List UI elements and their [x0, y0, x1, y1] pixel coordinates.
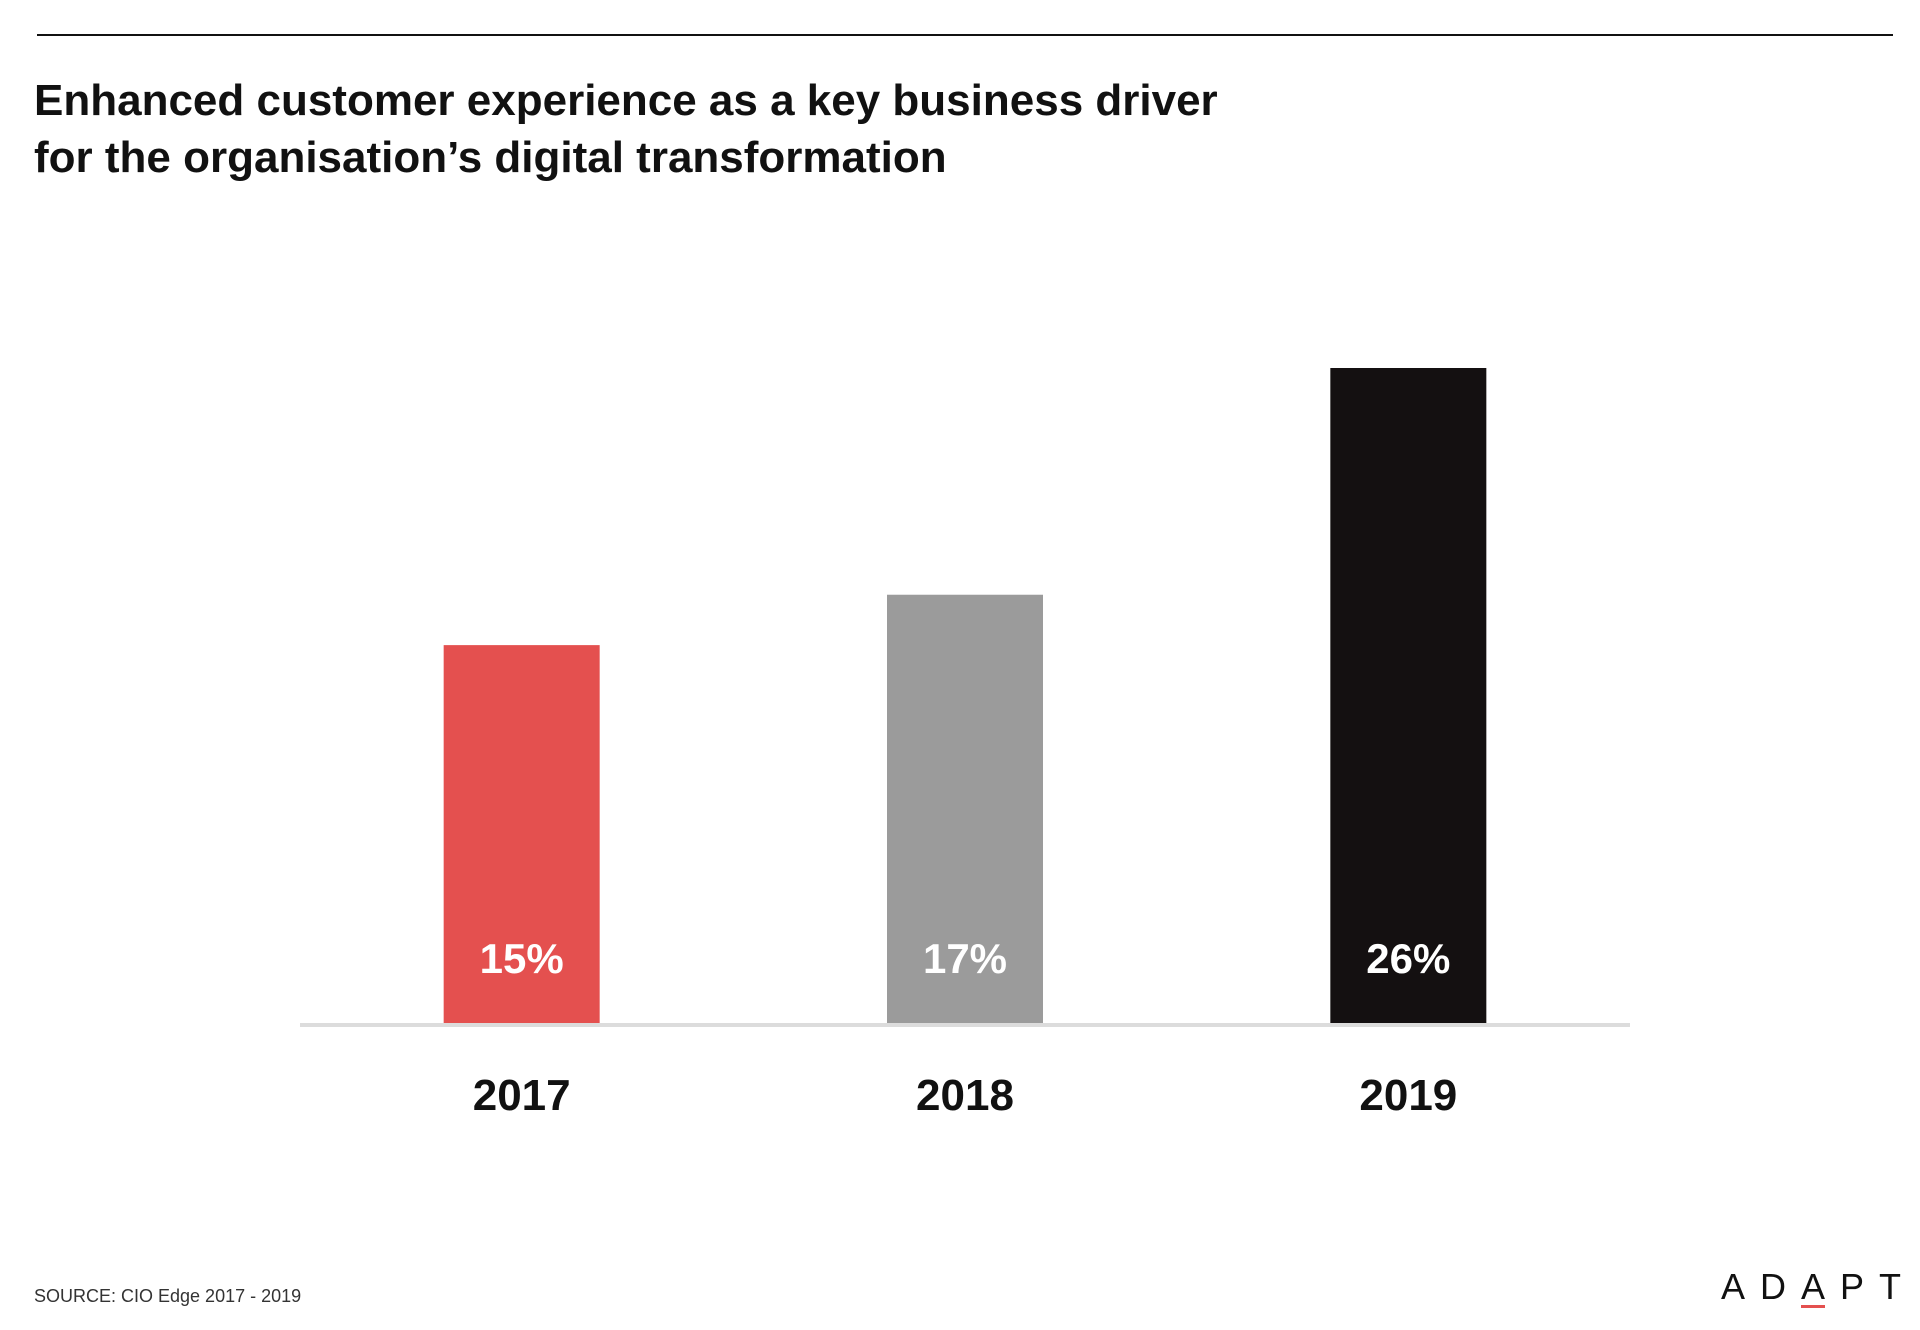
chart-title: Enhanced customer experience as a key bu… — [34, 72, 1218, 186]
value-label-2018: 17% — [923, 935, 1007, 982]
value-label-2019: 26% — [1366, 935, 1450, 982]
value-label-group: 15% 17% 26% — [480, 935, 1451, 982]
category-label-2019: 2019 — [1359, 1071, 1457, 1120]
source-note: SOURCE: CIO Edge 2017 - 2019 — [34, 1286, 302, 1306]
chart-title-line-1: Enhanced customer experience as a key bu… — [34, 76, 1218, 125]
top-rule — [37, 34, 1893, 36]
bar-group — [443, 368, 1487, 1023]
logo-text-c: PT — [1840, 1266, 1917, 1307]
bar-2018 — [887, 594, 1043, 1023]
value-label-2017: 15% — [480, 935, 564, 982]
category-label-2017: 2017 — [473, 1071, 571, 1120]
adapt-logo: ADAPT — [1721, 1266, 1916, 1308]
bar-2017 — [443, 645, 600, 1023]
logo-text-accent: A — [1801, 1266, 1841, 1308]
chart-title-line-2: for the organisation’s digital transform… — [34, 133, 947, 182]
category-label-group: 2017 2018 2019 — [473, 1071, 1458, 1120]
logo-text-a: AD — [1721, 1266, 1802, 1307]
bar-2019 — [1330, 368, 1487, 1023]
category-label-2018: 2018 — [916, 1071, 1014, 1120]
